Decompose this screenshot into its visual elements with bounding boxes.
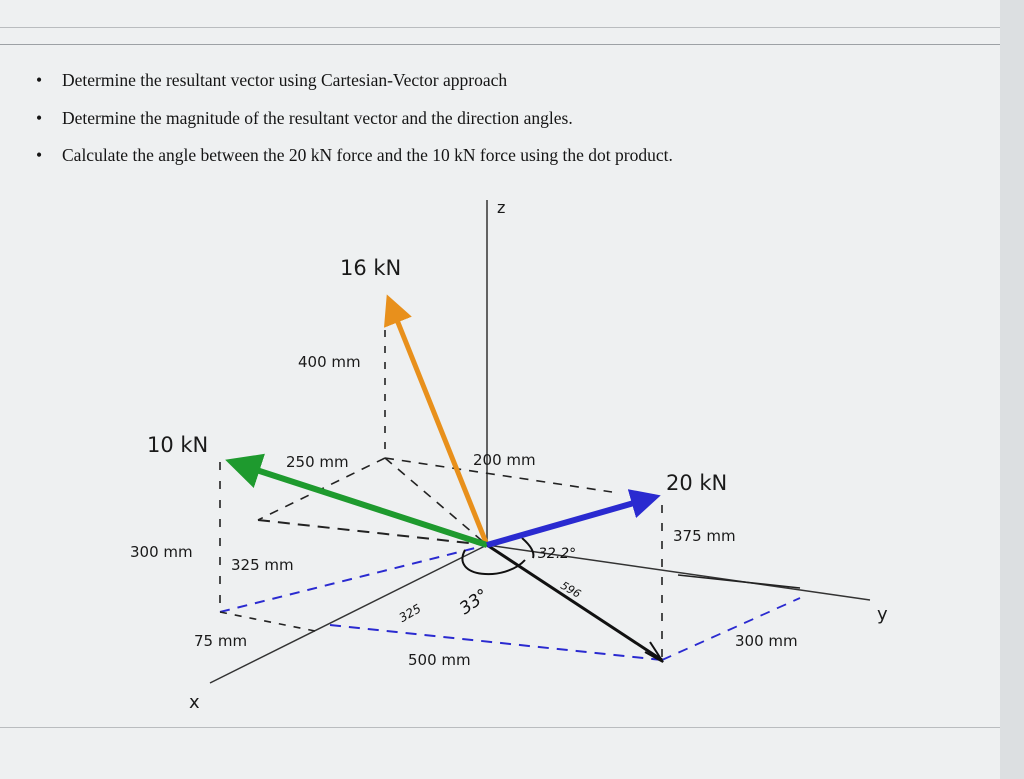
dim-325mm: 325 mm xyxy=(231,556,294,574)
resultant-arrowhead xyxy=(644,641,664,663)
dim-300mm-left: 300 mm xyxy=(130,543,193,561)
y-axis xyxy=(486,544,871,601)
question-text: Determine the resultant vector using Car… xyxy=(62,70,508,90)
dim-75mm: 75 mm xyxy=(194,632,247,650)
handwritten-596: 596 xyxy=(558,579,583,601)
dim-400mm: 400 mm xyxy=(298,353,361,371)
construction-lines xyxy=(219,330,801,661)
dash-16kn-base-y xyxy=(384,457,613,493)
top-rule xyxy=(0,27,1000,28)
question-1: • Determine the resultant vector using Ca… xyxy=(36,70,507,91)
resultant-vector xyxy=(486,543,663,662)
bullet: • xyxy=(36,70,43,90)
angle-label-33: 33° xyxy=(456,585,492,619)
dash-10kn-base xyxy=(219,544,488,613)
handwritten-325: 325 xyxy=(397,601,424,625)
header-rule xyxy=(0,44,1000,45)
dash-y-extension xyxy=(677,574,801,589)
dim-375mm: 375 mm xyxy=(673,527,736,545)
question-3: • Calculate the angle between the 20 kN f… xyxy=(36,145,673,166)
force-20kn-label: 20 kN xyxy=(666,471,727,495)
dash-20kn-right xyxy=(661,597,801,661)
z-axis-label: z xyxy=(497,198,505,217)
question-text: Calculate the angle between the 20 kN fo… xyxy=(62,145,673,165)
force-16kn-label: 16 kN xyxy=(340,256,401,280)
force-10kn-arrow xyxy=(225,453,488,548)
angle-arc-322 xyxy=(521,537,535,559)
y-axis-label: y xyxy=(877,604,888,625)
dim-300mm-right: 300 mm xyxy=(735,632,798,650)
force-10kn-label: 10 kN xyxy=(147,433,208,457)
dim-250mm: 250 mm xyxy=(286,453,349,471)
force-diagram: z y x 16 kN 10 kN 20 kN 400 mm 250 mm 20… xyxy=(130,198,888,713)
bullet: • xyxy=(36,108,43,128)
question-text: Determine the magnitude of the resultant… xyxy=(62,108,573,128)
dim-200mm: 200 mm xyxy=(473,451,536,469)
question-2: • Determine the magnitude of the resultan… xyxy=(36,108,573,129)
dash-10kn-75 xyxy=(219,611,321,633)
dash-500-line xyxy=(329,624,663,661)
force-20kn-arrow xyxy=(486,489,661,548)
bullet: • xyxy=(36,145,43,165)
dim-500mm: 500 mm xyxy=(408,651,471,669)
bottom-rule xyxy=(0,727,1000,728)
x-axis-label: x xyxy=(189,692,200,713)
angle-arc-33 xyxy=(461,549,526,576)
dash-10kn-top xyxy=(257,519,488,546)
page-background xyxy=(0,0,1000,779)
x-axis xyxy=(209,544,488,684)
dash-16kn-base-diag xyxy=(384,457,488,546)
force-16kn-arrow xyxy=(383,294,490,546)
angle-label-32-2: 32.2° xyxy=(538,546,576,562)
